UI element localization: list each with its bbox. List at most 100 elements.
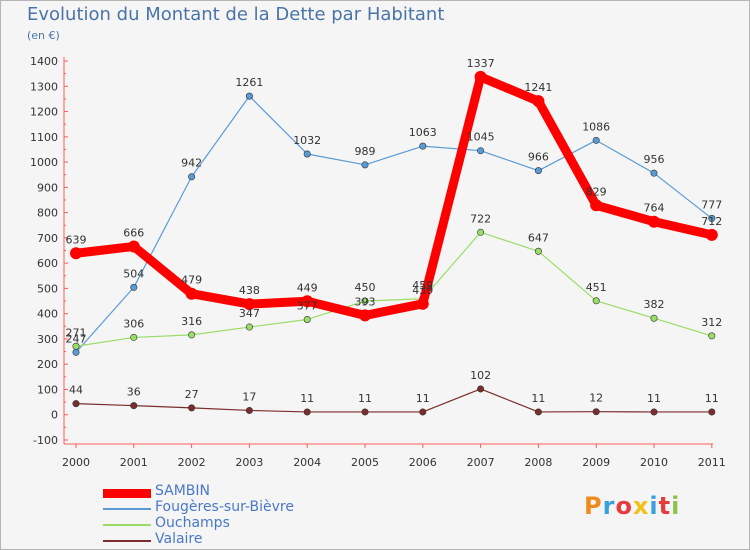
y-tick-label: 1100 [30, 131, 58, 144]
x-tick-label: 2000 [62, 456, 90, 469]
data-point [361, 161, 369, 169]
data-label: 11 [647, 392, 661, 405]
logo-letter: t [658, 492, 672, 520]
data-point [361, 297, 369, 305]
data-label: 316 [181, 315, 202, 328]
data-label: 1063 [409, 126, 437, 139]
data-label: 829 [586, 185, 607, 198]
legend-label: Valaire [155, 531, 203, 547]
data-point [245, 323, 253, 331]
x-tick-label: 2001 [120, 456, 148, 469]
data-point [705, 228, 718, 241]
logo-letter: i [649, 492, 659, 520]
data-point [72, 342, 80, 350]
chart-title: Evolution du Montant de la Dette par Hab… [27, 4, 445, 25]
data-point [474, 70, 487, 83]
data-label: 459 [412, 279, 433, 292]
data-label: 27 [185, 388, 199, 401]
y-tick-label: 1000 [30, 156, 58, 169]
data-label: 17 [242, 390, 256, 403]
y-tick-label: 700 [37, 232, 58, 245]
y-tick-label: 800 [37, 207, 58, 220]
y-tick-label: 100 [37, 383, 58, 396]
data-label: 1241 [524, 81, 552, 94]
data-point [708, 332, 716, 340]
data-point [534, 247, 542, 255]
x-tick-label: 2008 [524, 456, 552, 469]
data-label: 777 [701, 198, 722, 211]
y-tick-label: 500 [37, 282, 58, 295]
data-label: 44 [69, 384, 83, 397]
data-label: 1261 [235, 76, 263, 89]
data-point [243, 298, 256, 311]
data-label: 639 [66, 233, 87, 246]
data-point [592, 297, 600, 305]
data-label: 1337 [467, 57, 495, 70]
data-point [130, 283, 138, 291]
data-point [534, 167, 542, 175]
series-line-valaire [75, 388, 713, 413]
data-label: 11 [416, 392, 430, 405]
y-tick-label: 400 [37, 308, 58, 321]
data-point [650, 169, 658, 177]
data-label: 102 [470, 369, 491, 382]
y-tick-label: 300 [37, 333, 58, 346]
data-point [708, 214, 716, 222]
data-point [477, 147, 485, 155]
data-point [650, 314, 658, 322]
legend-swatch [103, 488, 151, 498]
data-label: 312 [701, 316, 722, 329]
y-tick-label: 600 [37, 257, 58, 270]
data-label: 450 [355, 281, 376, 294]
y-tick-label: 1200 [30, 106, 58, 119]
y-tick-label: 200 [37, 358, 58, 371]
data-label: 36 [127, 386, 141, 399]
data-label: 11 [531, 392, 545, 405]
data-point [534, 408, 542, 416]
data-point [70, 247, 82, 260]
data-label: 393 [355, 295, 376, 308]
legend-swatch [103, 524, 151, 526]
x-tick-label: 2003 [235, 456, 263, 469]
data-point [245, 92, 253, 100]
data-label: 1032 [293, 134, 321, 147]
data-point [650, 408, 658, 416]
data-label: 11 [358, 392, 372, 405]
data-label: 666 [123, 226, 144, 239]
data-label: 377 [297, 299, 318, 312]
series-line-sambin [71, 72, 717, 320]
legend-label: SAMBIN [155, 483, 211, 499]
data-label: 438 [239, 284, 260, 297]
data-label: 11 [300, 392, 314, 405]
data-point [592, 408, 600, 416]
data-label: 1086 [582, 120, 610, 133]
data-point [477, 385, 485, 393]
data-point [188, 173, 196, 181]
data-label: 11 [705, 392, 719, 405]
data-label: 942 [181, 157, 202, 170]
logo-letter: o [615, 492, 633, 520]
logo-letter: P [584, 492, 603, 520]
data-point [532, 95, 545, 108]
data-label: 439 [412, 284, 433, 297]
data-label: 989 [355, 145, 376, 158]
logo-letter: r [602, 492, 616, 520]
data-label: 479 [181, 274, 202, 287]
legend-swatch [103, 540, 151, 542]
data-point [127, 240, 140, 253]
x-tick-label: 2006 [409, 456, 437, 469]
y-tick-label: 0 [51, 409, 58, 422]
data-point [188, 404, 196, 412]
y-tick-label: 1400 [30, 55, 58, 68]
data-label: 247 [66, 332, 87, 345]
data-point [303, 150, 311, 158]
data-point [130, 333, 138, 341]
data-label: 271 [66, 326, 87, 339]
data-point [648, 215, 660, 228]
legend-swatch [103, 508, 151, 510]
data-label: 504 [123, 267, 144, 280]
x-tick-label: 2009 [582, 456, 610, 469]
data-point [185, 287, 198, 300]
data-point [72, 348, 80, 356]
